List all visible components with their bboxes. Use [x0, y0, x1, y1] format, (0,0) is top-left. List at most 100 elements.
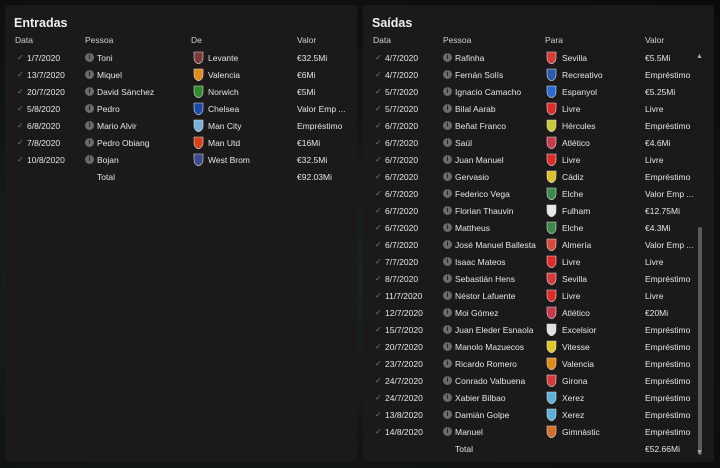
person-link[interactable]: Damián Golpe	[455, 410, 510, 420]
person-link[interactable]: Néstor Lafuente	[455, 291, 516, 301]
info-icon[interactable]: i	[443, 206, 452, 215]
info-icon[interactable]: i	[443, 155, 452, 164]
person-link[interactable]: Florian Thauvin	[455, 206, 514, 216]
table-row[interactable]: ✓ 7/7/2020 i Isaac Mateos Livre Livre	[363, 253, 714, 270]
table-row[interactable]: ✓ 8/7/2020 i Sebastián Hens Sevilla Empréstim…	[363, 270, 714, 287]
table-row[interactable]: ✓ 6/7/2020 i Federico Vega Elche Valor Emp ..…	[363, 185, 714, 202]
table-row[interactable]: ✓ 5/7/2020 i Ignacio Camacho Espanyol €5.25Mi	[363, 83, 714, 100]
person-link[interactable]: José Manuel Ballesta	[455, 240, 536, 250]
info-icon[interactable]: i	[443, 240, 452, 249]
person-link[interactable]: Bojan	[97, 155, 119, 165]
header-date[interactable]: Data	[15, 35, 33, 45]
person-link[interactable]: Saúl	[455, 138, 473, 148]
table-row[interactable]: ✓ 5/7/2020 i Bilal Aarab Livre Livre	[363, 100, 714, 117]
table-row[interactable]: ✓ 6/7/2020 i Gervasio Cádiz Empréstimo	[363, 168, 714, 185]
table-row[interactable]: ✓ 7/8/2020 i Pedro Obiang Man Utd €16Mi	[5, 134, 357, 151]
info-icon[interactable]: i	[443, 274, 452, 283]
person-link[interactable]: Conrado Valbuena	[455, 376, 526, 386]
club-link[interactable]: Livre	[562, 104, 581, 114]
person-link[interactable]: Miquel	[97, 70, 123, 80]
person-link[interactable]: Isaac Mateos	[455, 257, 506, 267]
club-link[interactable]: Chelsea	[208, 104, 240, 114]
info-icon[interactable]: i	[443, 325, 452, 334]
table-row[interactable]: ✓ 10/8/2020 i Bojan West Brom €32.5Mi	[5, 151, 357, 168]
club-link[interactable]: Almería	[562, 240, 592, 250]
club-link[interactable]: Levante	[208, 53, 239, 63]
info-icon[interactable]: i	[443, 189, 452, 198]
info-icon[interactable]: i	[85, 70, 94, 79]
header-value[interactable]: Valor	[297, 35, 317, 45]
info-icon[interactable]: i	[443, 70, 452, 79]
person-link[interactable]: Bilal Aarab	[455, 104, 496, 114]
info-icon[interactable]: i	[443, 138, 452, 147]
table-row[interactable]: ✓ 1/7/2020 i Toni Levante €32.5Mi	[5, 49, 357, 66]
person-link[interactable]: Gervasio	[455, 172, 490, 182]
table-row[interactable]: ✓ 6/7/2020 i Florian Thauvin Fulham €12.75Mi	[363, 202, 714, 219]
club-link[interactable]: Livre	[562, 291, 581, 301]
club-link[interactable]: Man Utd	[208, 138, 241, 148]
table-row[interactable]: ✓ 6/7/2020 i Beñat Franco Hércules Empréstimo	[363, 117, 714, 134]
info-icon[interactable]: i	[443, 223, 452, 232]
club-link[interactable]: Valencia	[208, 70, 240, 80]
person-link[interactable]: Mario Alvir	[97, 121, 137, 131]
scrollbar[interactable]: ▲ ▼	[696, 53, 704, 457]
club-link[interactable]: Sevilla	[562, 53, 588, 63]
person-link[interactable]: Mattheus	[455, 223, 490, 233]
person-link[interactable]: Pedro	[97, 104, 120, 114]
header-club[interactable]: De	[191, 35, 202, 45]
table-row[interactable]: ✓ 12/7/2020 i Moi Gómez Atlético €20Mi	[363, 304, 714, 321]
club-link[interactable]: Recreativo	[562, 70, 603, 80]
info-icon[interactable]: i	[443, 410, 452, 419]
info-icon[interactable]: i	[443, 257, 452, 266]
club-link[interactable]: Excelsior	[562, 325, 597, 335]
info-icon[interactable]: i	[443, 291, 452, 300]
header-person[interactable]: Pessoa	[443, 35, 472, 45]
club-link[interactable]: Xerez	[562, 393, 585, 403]
table-row[interactable]: ✓ 11/7/2020 i Néstor Lafuente Livre Livre	[363, 287, 714, 304]
info-icon[interactable]: i	[85, 104, 94, 113]
info-icon[interactable]: i	[443, 104, 452, 113]
scroll-up-arrow-icon[interactable]: ▲	[696, 53, 703, 60]
table-row[interactable]: ✓ 6/7/2020 i Juan Manuel Livre Livre	[363, 151, 714, 168]
header-club[interactable]: Para	[545, 35, 563, 45]
club-link[interactable]: Cádiz	[562, 172, 584, 182]
club-link[interactable]: West Brom	[208, 155, 250, 165]
person-link[interactable]: Rafinha	[455, 53, 485, 63]
club-link[interactable]: Atlético	[562, 308, 590, 318]
info-icon[interactable]: i	[443, 427, 452, 436]
person-link[interactable]: Juan Manuel	[455, 155, 504, 165]
info-icon[interactable]: i	[443, 87, 452, 96]
scroll-down-arrow-icon[interactable]: ▼	[696, 449, 703, 456]
table-row[interactable]: ✓ 6/7/2020 i Mattheus Elche €4.3Mi	[363, 219, 714, 236]
club-link[interactable]: Hércules	[562, 121, 596, 131]
info-icon[interactable]: i	[85, 53, 94, 62]
person-link[interactable]: Fernán Solís	[455, 70, 504, 80]
info-icon[interactable]: i	[443, 121, 452, 130]
table-row[interactable]: ✓ 23/7/2020 i Ricardo Romero Valencia Emprést…	[363, 355, 714, 372]
club-link[interactable]: Elche	[562, 189, 584, 199]
person-link[interactable]: Ignacio Camacho	[455, 87, 522, 97]
person-link[interactable]: Sebastián Hens	[455, 274, 516, 284]
person-link[interactable]: Juan Eleder Esnaola	[455, 325, 534, 335]
table-row[interactable]: ✓ 6/8/2020 i Mario Alvir Man City Empréstimo	[5, 117, 357, 134]
table-row[interactable]: ✓ 4/7/2020 i Fernán Solís Recreativo Emprésti…	[363, 66, 714, 83]
club-link[interactable]: Atlético	[562, 138, 590, 148]
table-row[interactable]: ✓ 13/7/2020 i Miquel Valencia €6Mi	[5, 66, 357, 83]
info-icon[interactable]: i	[443, 172, 452, 181]
info-icon[interactable]: i	[85, 87, 94, 96]
table-row[interactable]: ✓ 6/7/2020 i Saúl Atlético €4.6Mi	[363, 134, 714, 151]
person-link[interactable]: Federico Vega	[455, 189, 510, 199]
info-icon[interactable]: i	[443, 393, 452, 402]
club-link[interactable]: Xerez	[562, 410, 585, 420]
header-value[interactable]: Valor	[645, 35, 665, 45]
info-icon[interactable]: i	[85, 138, 94, 147]
table-row[interactable]: ✓ 20/7/2020 i Manolo Mazuecos Vitesse Emprést…	[363, 338, 714, 355]
club-link[interactable]: Livre	[562, 257, 581, 267]
info-icon[interactable]: i	[85, 121, 94, 130]
header-date[interactable]: Data	[373, 35, 391, 45]
club-link[interactable]: Espanyol	[562, 87, 597, 97]
info-icon[interactable]: i	[443, 53, 452, 62]
scrollbar-thumb[interactable]	[698, 227, 702, 455]
info-icon[interactable]: i	[85, 155, 94, 164]
header-person[interactable]: Pessoa	[85, 35, 114, 45]
